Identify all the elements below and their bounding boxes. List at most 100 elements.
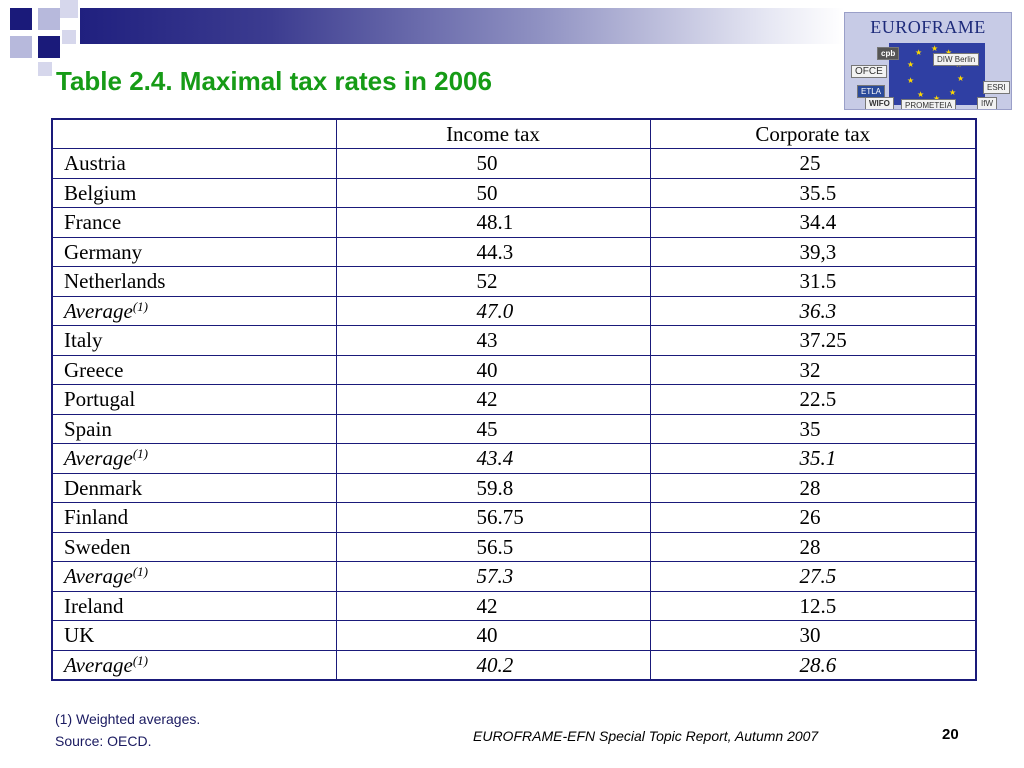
corporate-tax-cell: 25 [649, 148, 977, 179]
corporate-tax-cell: 22.5 [649, 384, 977, 415]
star-icon: ★ [907, 60, 915, 69]
decor-square [10, 36, 32, 58]
footnote-marker: (1) [132, 564, 148, 580]
country-cell: Belgium [51, 177, 337, 208]
star-icon: ★ [933, 95, 940, 103]
logo-member-esri: ESRI [983, 81, 1010, 94]
income-tax-cell: 56.75 [335, 502, 651, 533]
decor-square [60, 0, 78, 18]
logo-member-wifo: WIFO [865, 97, 894, 109]
table-row: Denmark 59.8 28 [51, 472, 977, 503]
star-icon: ★ [907, 76, 915, 85]
average-row: Average(1) 40.2 28.6 [51, 649, 977, 680]
star-icon: ★ [945, 49, 952, 57]
country-label: Finland [64, 505, 129, 530]
corporate-tax-cell: 12.5 [649, 590, 977, 621]
country-cell: Finland [51, 502, 337, 533]
income-tax-cell: 59.8 [335, 472, 651, 503]
country-label: Spain [64, 416, 112, 441]
table-row: Spain 45 35 [51, 413, 977, 444]
table-row: Germany 44.3 39,3 [51, 236, 977, 267]
country-label: Average [64, 298, 133, 323]
income-tax-cell: 42 [335, 384, 651, 415]
corporate-tax-cell: 35.1 [649, 443, 977, 474]
country-cell: Average(1) [51, 561, 337, 592]
country-cell: Netherlands [51, 266, 337, 297]
tax-rates-table: Income tax Corporate tax Austria 50 25 Belgiu… [51, 118, 977, 681]
country-cell: Denmark [51, 472, 337, 503]
income-tax-cell: 43 [335, 325, 651, 356]
income-tax-cell: 45 [335, 413, 651, 444]
country-label: Greece [64, 357, 124, 382]
corporate-tax-cell: 35 [649, 413, 977, 444]
table-row: Portugal 42 22.5 [51, 384, 977, 415]
footnote-marker: (1) [132, 652, 148, 668]
corporate-tax-cell: 30 [649, 620, 977, 651]
income-tax-cell: 43.4 [335, 443, 651, 474]
corporate-tax-cell: 35.5 [649, 177, 977, 208]
income-tax-cell: 40.2 [335, 649, 651, 680]
euroframe-logo: EUROFRAME ★ ★ ★ ★ ★ ★ ★ ★ ★ ★ cpb DIW Be… [844, 12, 1012, 110]
corporate-tax-cell: 36.3 [649, 295, 977, 326]
star-icon: ★ [957, 74, 965, 83]
country-label: Italy [64, 328, 103, 353]
income-tax-cell: 52 [335, 266, 651, 297]
corporate-tax-cell: 26 [649, 502, 977, 533]
income-tax-cell: 44.3 [335, 236, 651, 267]
income-tax-cell: 57.3 [335, 561, 651, 592]
corporate-tax-cell: 39,3 [649, 236, 977, 267]
star-icon: ★ [917, 90, 925, 99]
country-cell: UK [51, 620, 337, 651]
table-row: Finland 56.75 26 [51, 502, 977, 533]
logo-member-ofce: OFCE [851, 65, 887, 78]
country-label: Belgium [64, 180, 137, 205]
country-cell: Austria [51, 148, 337, 179]
country-label: Austria [64, 151, 126, 176]
country-label: Germany [64, 239, 143, 264]
country-label: Denmark [64, 475, 143, 500]
country-cell: Portugal [51, 384, 337, 415]
corporate-tax-cell: 37.25 [649, 325, 977, 356]
table-row: France 48.1 34.4 [51, 207, 977, 238]
table-row: Greece 40 32 [51, 354, 977, 385]
corporate-tax-cell: 28 [649, 531, 977, 562]
income-tax-cell: 50 [335, 177, 651, 208]
country-cell: Italy [51, 325, 337, 356]
footnote: (1) Weighted averages. [55, 711, 201, 727]
column-header: Income tax [335, 118, 651, 149]
logo-member-ifw: IfW [977, 97, 997, 109]
income-tax-cell: 50 [335, 148, 651, 179]
table-row: Belgium 50 35.5 [51, 177, 977, 208]
income-tax-cell: 42 [335, 590, 651, 621]
table-row: Sweden 56.5 28 [51, 531, 977, 562]
country-label: Sweden [64, 534, 131, 559]
corporate-tax-cell: 32 [649, 354, 977, 385]
decor-square [38, 62, 52, 76]
country-label: UK [64, 623, 95, 648]
country-cell: Average(1) [51, 295, 337, 326]
table-row: Italy 43 37.25 [51, 325, 977, 356]
income-tax-cell: 48.1 [335, 207, 651, 238]
income-tax-cell: 47.0 [335, 295, 651, 326]
footnote-marker: (1) [132, 298, 148, 314]
table-row: Netherlands 52 31.5 [51, 266, 977, 297]
corporate-tax-cell: 31.5 [649, 266, 977, 297]
footnote-marker: (1) [132, 446, 148, 462]
income-tax-cell: 56.5 [335, 531, 651, 562]
logo-member-diw: DIW Berlin [933, 53, 980, 66]
corporate-tax-cell: 28 [649, 472, 977, 503]
country-label: Portugal [64, 387, 136, 412]
country-label: Average [64, 446, 133, 471]
corporate-tax-cell: 34.4 [649, 207, 977, 238]
column-header [51, 118, 337, 149]
table-row: Ireland 42 12.5 [51, 590, 977, 621]
country-label: France [64, 210, 122, 235]
income-tax-cell: 40 [335, 354, 651, 385]
country-cell: Germany [51, 236, 337, 267]
country-cell: Average(1) [51, 443, 337, 474]
star-icon: ★ [949, 88, 957, 97]
footer-text: EUROFRAME-EFN Special Topic Report, Autu… [473, 728, 819, 744]
country-cell: Ireland [51, 590, 337, 621]
logo-member-prometeia: PROMETEIA [901, 99, 957, 109]
table-header-row: Income tax Corporate tax [51, 118, 977, 149]
